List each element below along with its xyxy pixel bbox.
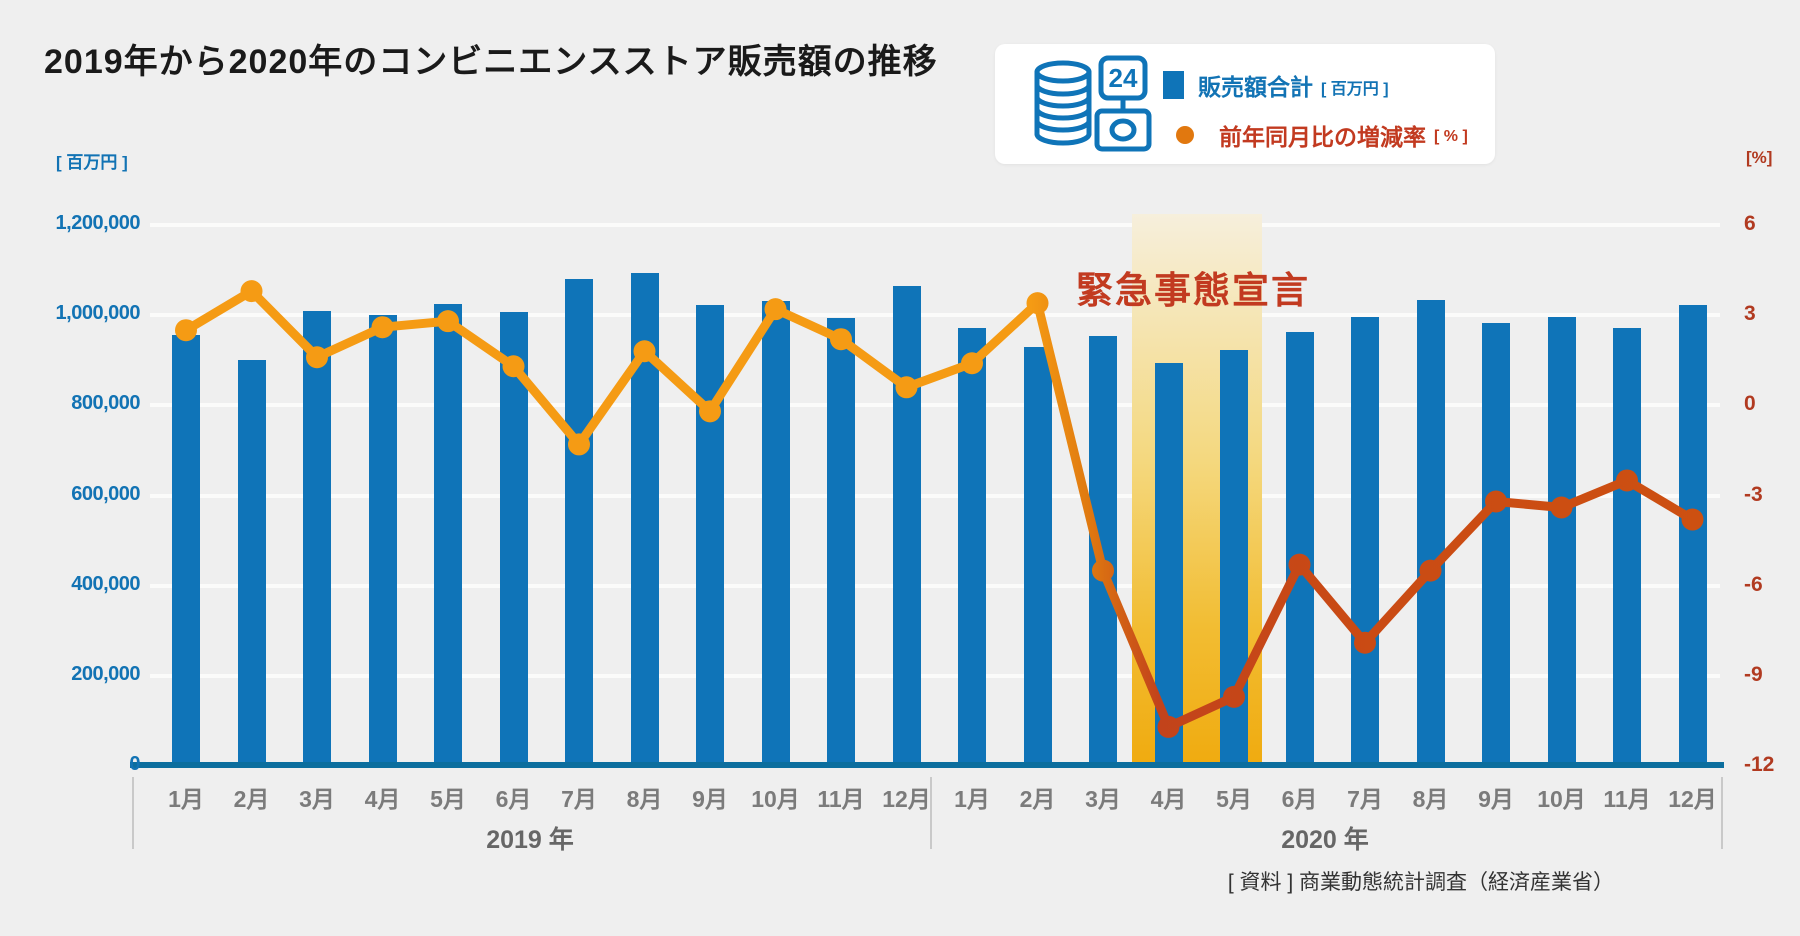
x-tick-label: 1月 [168,786,204,812]
bar [1154,362,1183,764]
bar [696,305,724,764]
bar [892,285,921,764]
bar [499,311,528,764]
bar [434,303,462,764]
bar [172,335,200,764]
x-tick-label: 9月 [692,786,728,812]
annotation-emergency-declaration: 緊急事態宣言 [1076,270,1310,311]
y-tick-label-right: -9 [1744,662,1763,686]
x-axis-baseline [130,762,1724,768]
y-tick-label-right: 0 [1744,392,1756,416]
y-tick-label-left: 1,000,000 [55,302,141,325]
bar [630,273,659,764]
legend-entry-bars: 販売額合計 [ 百万円 ] [1163,68,1389,102]
icon-24-text: 24 [1109,63,1138,93]
line-point [1026,292,1049,315]
x-tick-label: 10月 [1537,786,1586,812]
bar [1351,317,1379,764]
bar [1220,349,1248,764]
x-tick-label: 1月 [954,786,990,812]
y-tick-label-left: 600,000 [71,482,140,505]
y-tick-label-right: 6 [1744,212,1756,235]
legend-line-label: 前年同月比の増減率 [1219,124,1426,150]
bar [827,317,855,764]
bar [1416,299,1445,764]
chart-title: 2019年から2020年のコンビニエンスストア販売額の推移 [44,43,938,81]
bar-swatch-icon [1163,71,1184,99]
x-tick-label: 4月 [364,786,401,812]
x-tick-label: 9月 [1478,786,1514,812]
bar [565,279,593,764]
x-tick-label: 4月 [1150,786,1187,812]
y-tick-label-right: -12 [1744,753,1775,776]
line-series-path [181,286,1697,732]
right-axis-unit: [%] [1746,148,1773,167]
y-tick-label-right: -3 [1744,482,1763,506]
bar [237,359,266,764]
legend-bars-unit: [ 百万円 ] [1321,81,1389,98]
year-divider [132,777,134,849]
bar [1613,328,1641,764]
x-tick-label: 8月 [626,786,663,812]
year-divider [1721,777,1723,849]
legend-bars-label: 販売額合計 [1198,74,1313,100]
x-tick-label: 11月 [1603,786,1651,812]
y-tick-label-right: 3 [1744,302,1756,326]
x-tick-label: 2月 [1019,786,1056,812]
x-tick-label: 3月 [1085,786,1121,812]
bar [1678,304,1707,764]
year-divider [930,777,932,849]
gridline [150,223,1720,227]
line-point [240,280,263,303]
x-tick-label: 2月 [233,786,270,812]
year-label-2019: 2019 年 [486,826,574,854]
line-swatch-icon [1163,126,1213,144]
x-tick-label: 12月 [882,786,931,812]
x-tick-label: 8月 [1412,786,1449,812]
y-tick-label-left: 200,000 [71,662,140,685]
bar [303,310,331,764]
x-tick-label: 5月 [430,786,466,812]
x-tick-label: 6月 [1281,786,1318,812]
x-tick-label: 11月 [817,786,865,812]
convenience-store-money-icon: 24 [1034,55,1152,152]
bar [1285,331,1314,764]
y-tick-label-left: 800,000 [71,392,140,415]
bar [761,300,790,764]
bar [1547,317,1576,764]
bar [1482,322,1510,764]
x-tick-label: 6月 [495,786,532,812]
y-tick-label-left: 400,000 [71,572,140,595]
legend-line-unit: [ % ] [1434,128,1468,145]
y-tick-label-right: -6 [1744,572,1763,596]
year-label-2020: 2020 年 [1281,826,1369,854]
x-tick-label: 3月 [299,786,335,812]
legend-panel: 24 販売額合計 [ 百万円 ] 前年同月比の増減率 [ % ] [995,44,1495,164]
x-tick-label: 7月 [561,786,597,812]
x-tick-label: 5月 [1216,786,1252,812]
source-note: [ 資料 ] 商業動態統計調査（経済産業省） [1227,871,1614,894]
legend-entry-line: 前年同月比の増減率 [ % ] [1163,118,1468,152]
bar [1089,335,1117,764]
left-axis-unit: [ 百万円 ] [56,153,128,172]
bar [958,328,986,764]
bar [1023,346,1052,764]
x-tick-label: 12月 [1668,786,1717,812]
y-tick-label-left: 1,200,000 [55,212,141,234]
x-tick-label: 7月 [1347,786,1383,812]
x-tick-label: 10月 [751,786,800,812]
bar [368,314,397,764]
y-tick-label-left: 0 [129,753,140,775]
